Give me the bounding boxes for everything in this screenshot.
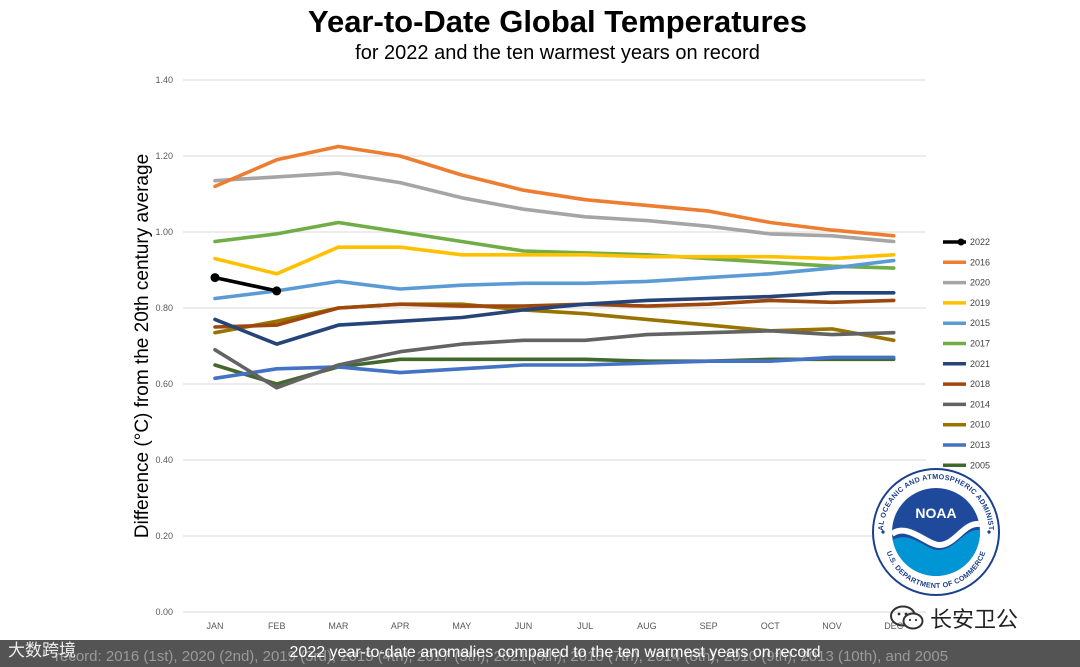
legend-label: 2020 <box>970 278 990 288</box>
legend-item-2010: 2010 <box>943 420 990 430</box>
chart-title: Year-to-Date Global Temperatures <box>307 4 807 39</box>
legend-item-2018: 2018 <box>943 379 990 389</box>
x-tick-label: SEP <box>700 621 718 631</box>
legend-label: 2021 <box>970 359 990 369</box>
x-tick-label: MAR <box>328 621 349 631</box>
x-axis-ticks: JAN FEB MAR APR MAY JUN JUL AUG SEP OCT NOV DEC <box>206 621 903 631</box>
y-tick-label: 0.00 <box>155 607 173 617</box>
legend-item-2017: 2017 <box>943 339 990 349</box>
x-tick-label: FEB <box>268 621 286 631</box>
video-caption: 2022 year-to-date anomalies compared to … <box>289 644 821 661</box>
watermark-right-text: 长安卫公 <box>930 608 1019 633</box>
legend-item-2016: 2016 <box>943 257 990 267</box>
watermark-left: 大数跨境 <box>8 641 76 660</box>
chart-canvas: 0.00 0.20 0.40 0.60 0.80 1.00 1.20 1.40 JAN FEB M… <box>132 75 1000 631</box>
legend-label: 2010 <box>970 420 990 430</box>
footnote: record: 2016 (1st), 2020 (2nd), 2019 (3r… <box>55 648 949 665</box>
wechat-icon <box>890 605 924 631</box>
legend-item-2013: 2013 <box>943 440 990 450</box>
y-tick-label: 0.80 <box>155 303 173 313</box>
series-line-2017 <box>213 220 896 270</box>
legend-item-2019: 2019 <box>943 298 990 308</box>
x-tick-label: AUG <box>637 621 657 631</box>
legend-label: 2022 <box>970 237 990 247</box>
data-point-2022 <box>210 273 220 283</box>
chart-subtitle: for 2022 and the ten warmest years on re… <box>355 42 760 64</box>
legend-marker <box>957 238 965 246</box>
y-tick-label: 1.40 <box>155 75 173 85</box>
y-tick-label: 0.40 <box>155 455 173 465</box>
legend-item-2005: 2005 <box>943 460 990 470</box>
series-lines <box>210 144 896 390</box>
y-axis-label: Difference (°C) from the 20th century av… <box>132 154 153 538</box>
series-line-2022 <box>213 275 279 293</box>
x-tick-label: MAY <box>452 621 471 631</box>
y-tick-label: 0.20 <box>155 531 173 541</box>
legend-label: 2005 <box>970 460 990 470</box>
series-line-2014 <box>213 328 896 390</box>
x-tick-label: DEC <box>884 621 904 631</box>
legend-label: 2013 <box>970 440 990 450</box>
series-line-2015 <box>213 258 896 301</box>
legend: 2022 2016 2020 2019 2015 2017 2021 2018 2014 2010… <box>943 237 990 470</box>
legend-item-2014: 2014 <box>943 399 990 409</box>
series-line-2021 <box>213 290 896 346</box>
series-line-2020 <box>213 171 896 244</box>
series-line-2019 <box>213 245 896 276</box>
x-tick-label: JUN <box>515 621 533 631</box>
y-tick-label: 1.00 <box>155 227 173 237</box>
series-line-2016 <box>213 144 896 238</box>
legend-label: 2018 <box>970 379 990 389</box>
data-point-2022 <box>272 286 282 296</box>
legend-item-2021: 2021 <box>943 359 990 369</box>
legend-label: 2015 <box>970 318 990 328</box>
logo-text: NOAA <box>915 505 956 521</box>
y-tick-label: 1.20 <box>155 151 173 161</box>
legend-label: 2017 <box>970 339 990 349</box>
y-axis-ticks: 0.00 0.20 0.40 0.60 0.80 1.00 1.20 1.40 <box>155 75 173 617</box>
legend-item-2022: 2022 <box>943 237 990 247</box>
y-tick-label: 0.60 <box>155 379 173 389</box>
x-tick-label: NOV <box>822 621 842 631</box>
watermark-right: 长安卫公 <box>890 602 1018 634</box>
x-tick-label: JUL <box>577 621 593 631</box>
legend-item-2015: 2015 <box>943 318 990 328</box>
legend-label: 2016 <box>970 257 990 267</box>
gridlines <box>183 79 926 613</box>
x-tick-label: APR <box>391 621 410 631</box>
legend-label: 2019 <box>970 298 990 308</box>
series-line-2018 <box>213 298 896 329</box>
x-tick-label: OCT <box>761 621 781 631</box>
legend-item-2020: 2020 <box>943 278 990 288</box>
legend-label: 2014 <box>970 399 990 409</box>
series-line-2010 <box>213 302 896 343</box>
noaa-logo: NATIONAL OCEANIC AND ATMOSPHERIC ADMINIS… <box>872 468 1000 596</box>
caption-band <box>0 640 1080 667</box>
x-tick-label: JAN <box>206 621 223 631</box>
